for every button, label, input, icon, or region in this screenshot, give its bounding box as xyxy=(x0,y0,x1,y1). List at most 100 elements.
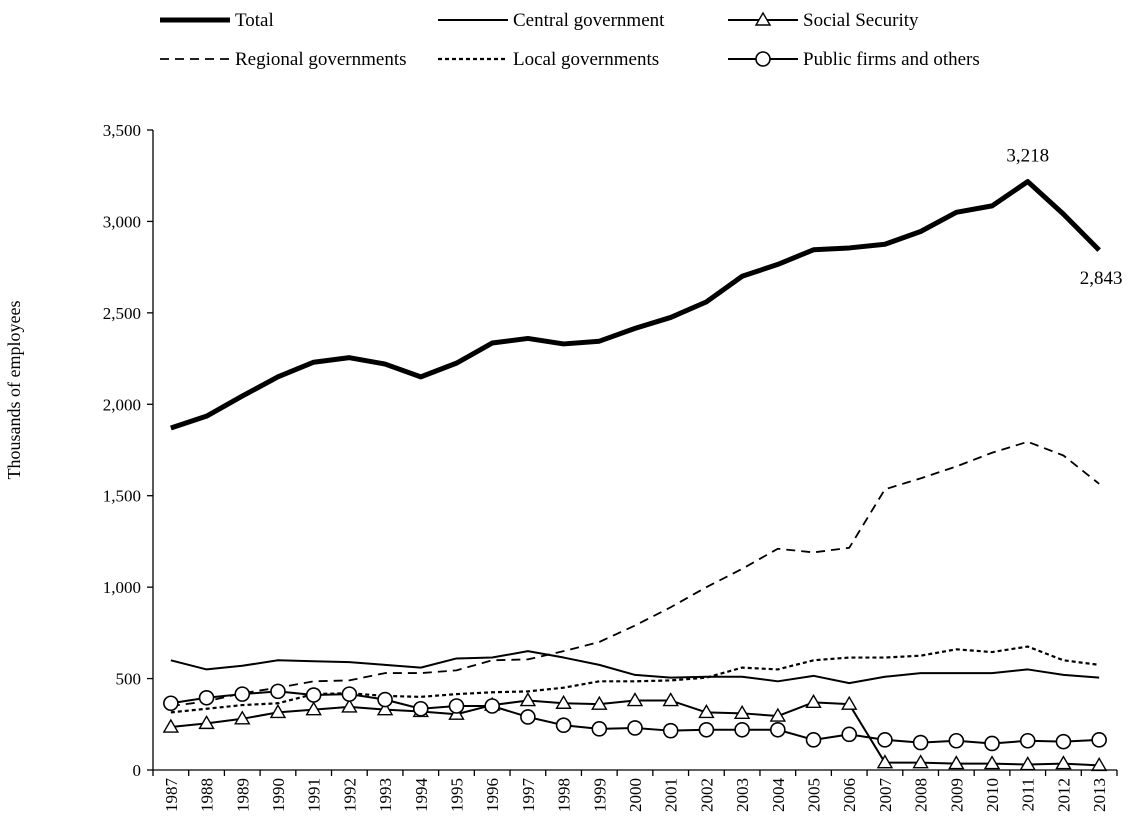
series-point-2 xyxy=(519,692,537,707)
x-tick-label: 2001 xyxy=(662,778,681,812)
y-tick-label: 0 xyxy=(133,761,142,780)
y-tick-label: 2,000 xyxy=(103,395,141,414)
x-tick-label: 2013 xyxy=(1090,778,1109,812)
series-point-5 xyxy=(555,717,572,734)
series-point-2 xyxy=(305,701,322,716)
legend-marker-2 xyxy=(754,11,772,26)
x-tick-label: 1999 xyxy=(590,778,609,812)
x-tick-label: 1994 xyxy=(412,778,431,813)
series-point-2 xyxy=(341,698,358,713)
x-tick-label: 1997 xyxy=(519,778,538,813)
series-point-5 xyxy=(448,698,465,714)
series-point-2 xyxy=(198,714,215,730)
x-tick-label: 2007 xyxy=(876,778,895,813)
series-line-0 xyxy=(170,179,1101,431)
legend-label-4: Local governments xyxy=(513,49,659,70)
series-point-5 xyxy=(341,686,358,702)
series-point-2 xyxy=(698,704,715,719)
legend-label-0: Total xyxy=(235,10,274,31)
legend-label-1: Central government xyxy=(513,10,665,31)
x-tick-label: 2002 xyxy=(697,778,716,812)
series-point-2 xyxy=(805,693,822,709)
series-point-5 xyxy=(484,698,500,714)
series-point-5 xyxy=(163,695,179,712)
axes: 0 500 1,000 1,500 2,000 2,500 3,000 3,500 1987 19… xyxy=(103,121,1118,813)
series-point-5 xyxy=(805,732,822,748)
x-tick-label: 2006 xyxy=(840,778,859,812)
x-tick-label: 2012 xyxy=(1054,778,1073,812)
series-point-2 xyxy=(555,694,572,709)
data-label: 3,218 xyxy=(1006,146,1049,167)
series-point-5 xyxy=(734,721,750,738)
x-tick-label: 1996 xyxy=(483,778,502,812)
series-point-2 xyxy=(626,692,644,707)
x-tick-label: 2008 xyxy=(912,778,931,812)
series-point-5 xyxy=(1019,732,1036,749)
series-point-2 xyxy=(1055,755,1072,770)
series-point-5 xyxy=(520,709,536,725)
x-tick-label: 2004 xyxy=(769,778,788,813)
legend-label-3: Regional governments xyxy=(235,49,407,70)
series-point-2 xyxy=(841,695,858,710)
legend-marker-5 xyxy=(755,51,771,67)
series-point-5 xyxy=(627,720,643,736)
series-point-2 xyxy=(733,704,751,720)
series-point-5 xyxy=(412,700,429,717)
x-tick-label: 2005 xyxy=(805,778,824,812)
series-point-5 xyxy=(770,721,786,738)
y-tick-label: 3,500 xyxy=(103,121,141,140)
series-point-2 xyxy=(769,707,787,722)
series-point-2 xyxy=(876,754,894,769)
legend-label-5: Public firms and others xyxy=(803,49,980,70)
series-point-5 xyxy=(984,735,1000,752)
x-tick-label: 2003 xyxy=(733,778,752,812)
series-point-5 xyxy=(1091,732,1107,748)
series-point-5 xyxy=(948,732,965,749)
series-point-2 xyxy=(912,754,929,769)
y-tick-label: 3,000 xyxy=(103,212,141,231)
series-point-5 xyxy=(1055,733,1072,750)
series-line-1 xyxy=(170,650,1100,685)
y-tick-label: 2,500 xyxy=(103,304,141,323)
y-axis-title: Thousands of employees xyxy=(4,301,24,480)
series-point-5 xyxy=(662,722,679,739)
x-tick-label: 2000 xyxy=(626,778,645,812)
x-tick-label: 1995 xyxy=(447,778,466,812)
series-point-5 xyxy=(234,686,251,702)
x-tick-label: 1991 xyxy=(305,778,324,812)
series-point-5 xyxy=(305,687,322,703)
x-tick-label: 2011 xyxy=(1019,778,1038,811)
plot-lines: 3,218 2,843 xyxy=(162,146,1123,772)
legend-label-2: Social Security xyxy=(803,10,919,31)
x-tick-label: 1990 xyxy=(269,778,288,812)
series-point-2 xyxy=(591,695,608,710)
series-point-5 xyxy=(377,691,393,708)
x-tick-label: 1993 xyxy=(376,778,395,812)
series-point-5 xyxy=(270,683,286,700)
series-line-3 xyxy=(170,440,1100,707)
y-tick-label: 1,000 xyxy=(103,578,141,597)
x-tick-label: 1992 xyxy=(340,778,359,812)
series-point-2 xyxy=(376,701,394,716)
data-label: 2,843 xyxy=(1080,268,1123,289)
x-tick-label: 2010 xyxy=(983,778,1002,812)
legend: Total Central government Social Security Re… xyxy=(160,10,980,70)
series-point-5 xyxy=(198,689,215,706)
x-tick-label: 1988 xyxy=(198,778,217,812)
series-point-5 xyxy=(877,732,893,748)
series-point-5 xyxy=(698,721,715,738)
series-point-2 xyxy=(948,755,965,770)
series-point-5 xyxy=(841,726,858,743)
series-point-2 xyxy=(662,692,679,707)
x-tick-label: 1998 xyxy=(555,778,574,812)
series-point-5 xyxy=(591,721,608,737)
y-tick-label: 1,500 xyxy=(103,487,141,506)
series-point-2 xyxy=(983,755,1001,770)
series-point-2 xyxy=(269,704,287,719)
y-tick-label: 500 xyxy=(116,670,142,689)
x-tick-label: 2009 xyxy=(947,778,966,812)
series-point-5 xyxy=(912,734,929,751)
series-point-2 xyxy=(162,718,180,733)
series-point-2 xyxy=(234,710,251,725)
